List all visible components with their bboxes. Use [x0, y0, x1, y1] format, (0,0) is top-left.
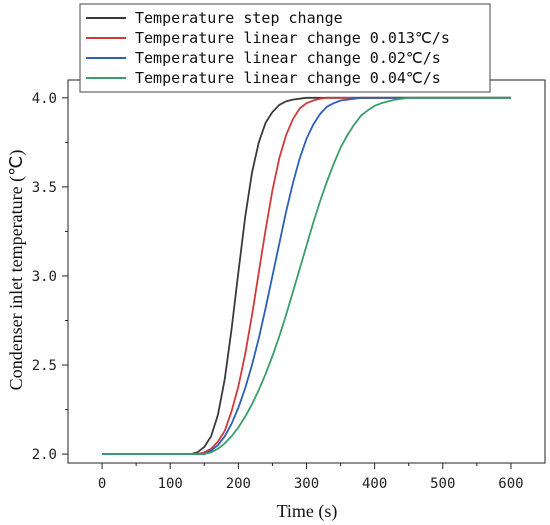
- y-tick-label: 3.0: [32, 269, 57, 285]
- y-axis-ticks: 2.0 2.5 3.0 3.5 4.0: [32, 91, 68, 463]
- x-tick-label: 200: [226, 476, 251, 492]
- legend-label-1: Temperature step change: [135, 9, 343, 27]
- series-line-2: [102, 96, 511, 455]
- series-line-4: [102, 96, 511, 455]
- y-tick-label: 2.5: [32, 358, 57, 374]
- legend-label-2: Temperature linear change 0.013℃/s: [135, 29, 450, 47]
- series-line-3: [102, 96, 511, 455]
- series-lines: [102, 96, 511, 455]
- y-tick-label: 2.0: [32, 447, 57, 463]
- x-tick-label: 400: [362, 476, 387, 492]
- y-tick-label: 4.0: [32, 91, 57, 107]
- x-tick-label: 300: [294, 476, 319, 492]
- x-axis-title: Time (s): [277, 501, 338, 522]
- x-tick-label: 100: [158, 476, 183, 492]
- series-line-1: [102, 96, 511, 455]
- legend-label-4: Temperature linear change 0.04℃/s: [135, 69, 441, 87]
- y-tick-label: 3.5: [32, 180, 57, 196]
- legend-label-3: Temperature linear change 0.02℃/s: [135, 49, 441, 67]
- x-tick-label: 600: [498, 476, 523, 492]
- legend-box: [79, 3, 491, 93]
- y-axis-title: Condenser inlet temperature (℃): [6, 150, 27, 391]
- x-tick-label: 0: [98, 476, 106, 492]
- x-axis-ticks: 0 100 200 300 400 500 600: [98, 463, 524, 492]
- legend: Temperature step change Temperature linea…: [79, 3, 491, 93]
- x-tick-label: 500: [430, 476, 455, 492]
